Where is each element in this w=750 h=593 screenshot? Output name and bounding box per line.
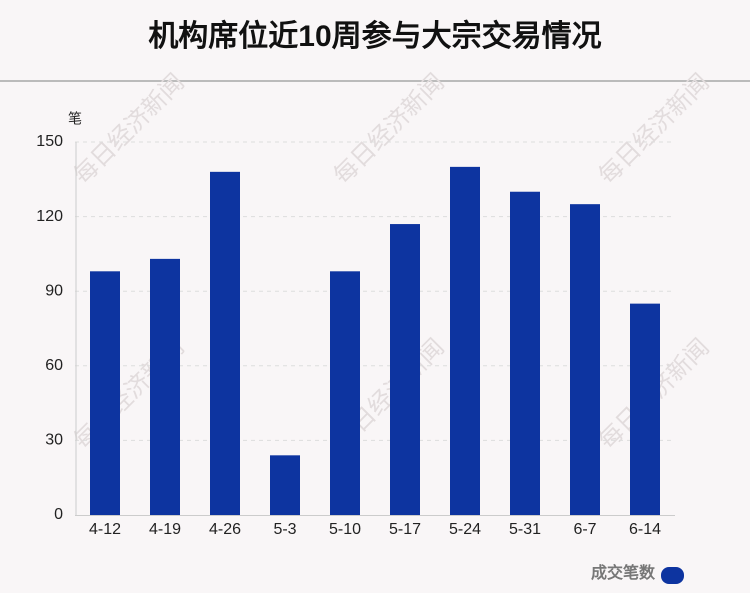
legend-swatch bbox=[661, 567, 684, 584]
bar bbox=[390, 224, 420, 515]
y-tick-label: 90 bbox=[45, 282, 63, 299]
x-tick-label: 6-7 bbox=[573, 521, 596, 538]
bar bbox=[570, 204, 600, 515]
y-tick-label: 0 bbox=[54, 506, 63, 523]
bar bbox=[150, 258, 180, 515]
bar bbox=[630, 303, 660, 515]
bar bbox=[270, 455, 300, 515]
y-tick-label: 60 bbox=[45, 357, 63, 374]
x-tick-label: 4-26 bbox=[209, 521, 241, 538]
bar bbox=[330, 271, 360, 515]
x-tick-label: 4-19 bbox=[149, 521, 181, 538]
bar bbox=[450, 166, 480, 515]
bar bbox=[90, 271, 120, 515]
x-tick-label: 6-14 bbox=[629, 521, 661, 538]
bar bbox=[510, 191, 540, 515]
x-tick-label: 5-3 bbox=[273, 521, 296, 538]
y-tick-label: 120 bbox=[36, 208, 63, 225]
x-tick-label: 5-24 bbox=[449, 521, 481, 538]
y-tick-label: 30 bbox=[45, 432, 63, 449]
legend-label: 成交笔数 bbox=[591, 563, 656, 582]
bar bbox=[210, 171, 240, 515]
x-tick-label: 4-12 bbox=[89, 521, 121, 538]
x-tick-label: 5-10 bbox=[329, 521, 361, 538]
x-tick-label: 5-17 bbox=[389, 521, 421, 538]
chart-title: 机构席位近10周参与大宗交易情况 bbox=[148, 19, 601, 53]
x-tick-label: 5-31 bbox=[509, 521, 541, 538]
y-tick-label: 150 bbox=[36, 133, 63, 150]
y-axis-unit: 笔 bbox=[68, 111, 82, 127]
